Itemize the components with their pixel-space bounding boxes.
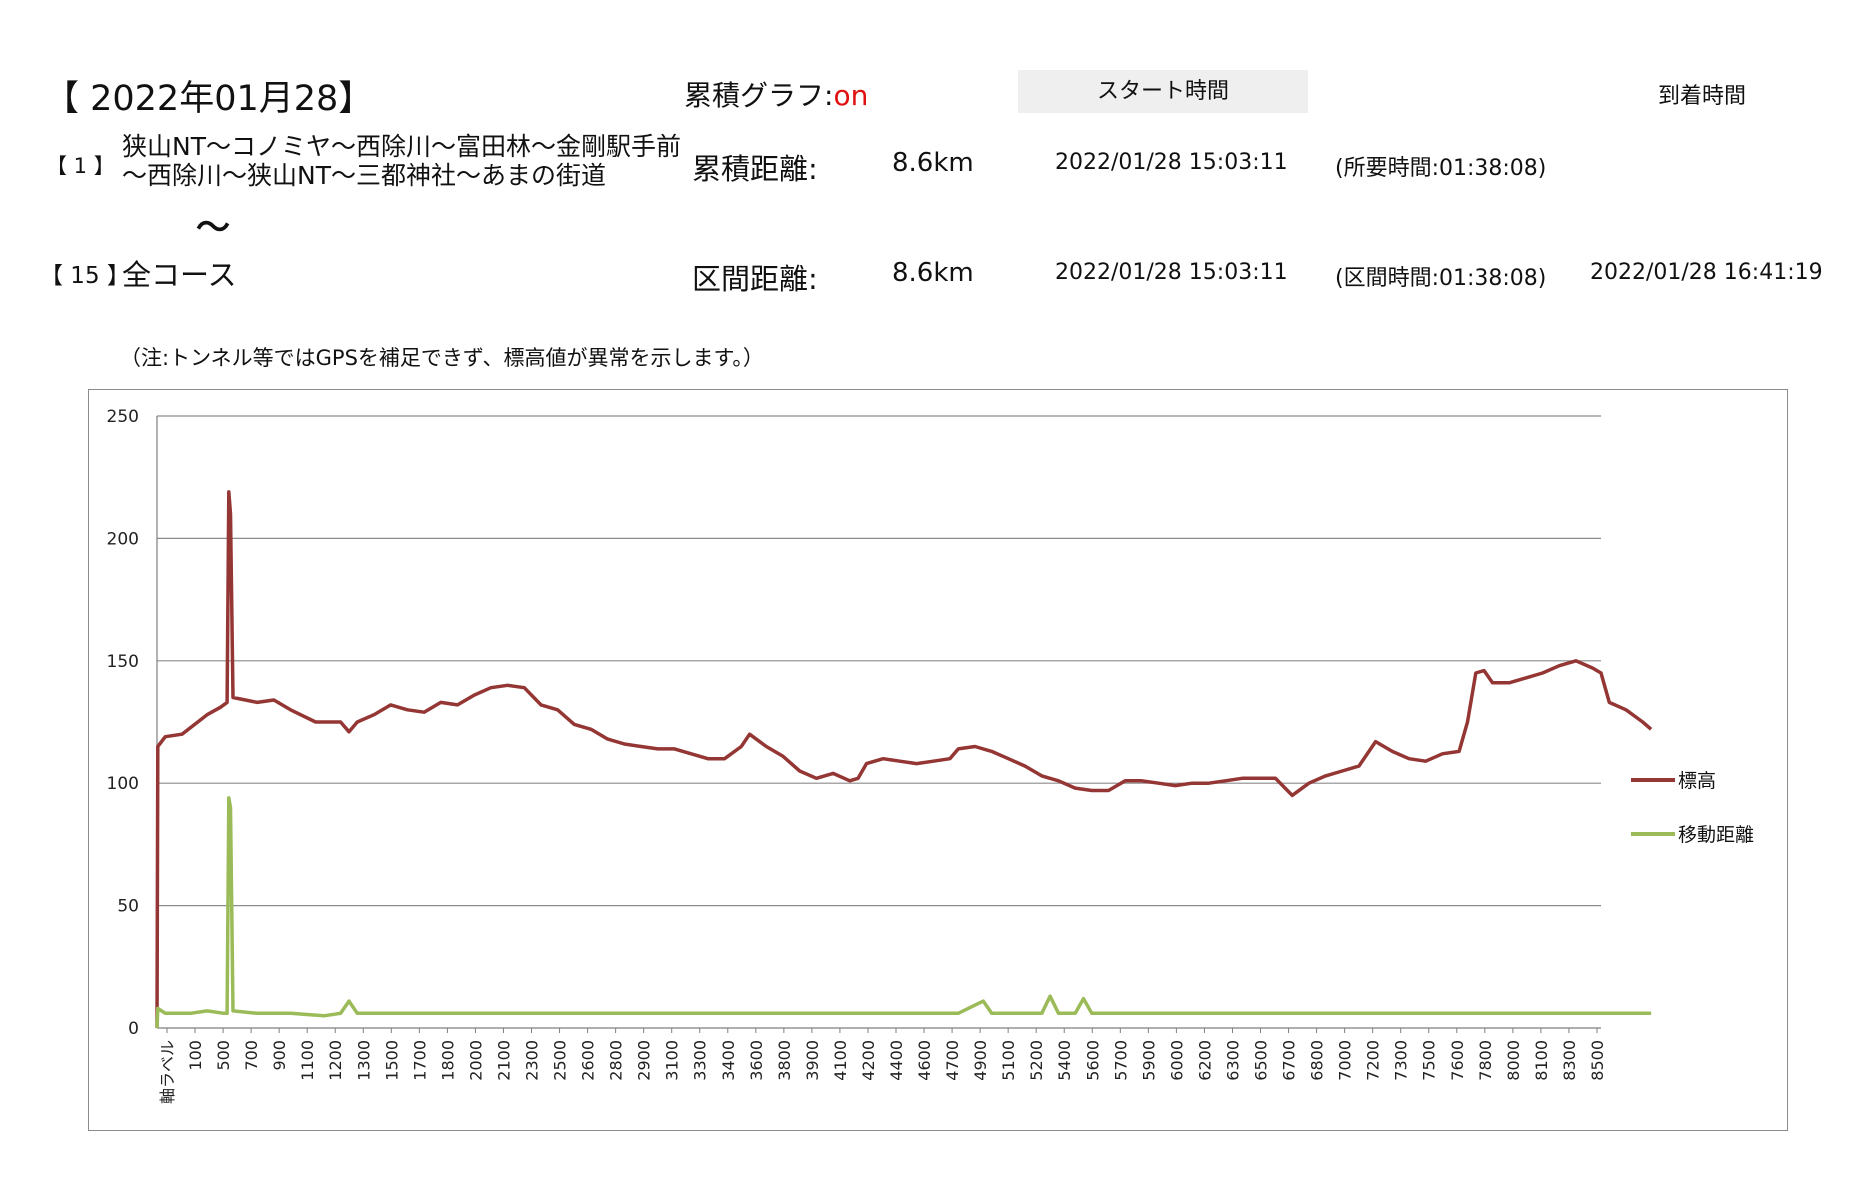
x-tick-label: 5200 [1027, 1040, 1046, 1081]
x-tick-label: 1700 [410, 1040, 429, 1081]
x-tick-label: 7500 [1420, 1040, 1439, 1081]
x-tick-label: 4200 [859, 1040, 878, 1081]
x-tick-label: 5900 [1139, 1040, 1158, 1081]
x-tick-label: 3400 [719, 1040, 738, 1081]
date-title: 【 2022年01月28】 [44, 79, 374, 119]
series-line-0 [155, 490, 1653, 1029]
y-tick-label: 50 [117, 897, 139, 917]
start-time-header: スタート時間 [1018, 70, 1308, 113]
cumulative-start-time: 2022/01/28 15:03:11 [1055, 150, 1288, 175]
x-tick-label: 7200 [1364, 1040, 1383, 1081]
x-tick-label: 5700 [1111, 1040, 1130, 1081]
x-tick-label: 8000 [1504, 1040, 1523, 1081]
gps-note: （注:トンネル等ではGPSを補足できず、標高値が異常を示します。） [120, 346, 764, 370]
x-tick-label: 6700 [1280, 1040, 1299, 1081]
cumulative-graph-label: 累積グラフ: [684, 79, 834, 112]
x-tick-label: 7300 [1392, 1040, 1411, 1081]
x-tick-label: 5100 [999, 1040, 1018, 1081]
x-tick-label: 1300 [354, 1040, 373, 1081]
x-tick-label: 7000 [1336, 1040, 1355, 1081]
x-tick-label: 1200 [326, 1040, 345, 1081]
series-line-1 [155, 796, 1652, 1029]
x-tick-label: 2000 [466, 1040, 485, 1081]
y-tick-label: 250 [107, 407, 139, 427]
x-tick-label: 3100 [663, 1040, 682, 1081]
cumulative-graph-status: on [833, 79, 869, 112]
x-tick-label: 4700 [943, 1040, 962, 1081]
x-tick-label: 5600 [1083, 1040, 1102, 1081]
route-end-index: 【 15 】 [40, 263, 130, 289]
y-tick-label: 100 [107, 774, 139, 794]
x-tick-label: 1100 [298, 1040, 317, 1081]
y-tick-label: 200 [107, 529, 139, 549]
x-tick-label: 3900 [803, 1040, 822, 1081]
x-tick-label: 2300 [523, 1040, 542, 1081]
x-tick-label: 1800 [438, 1040, 457, 1081]
x-tick-label: 6200 [1195, 1040, 1214, 1081]
x-tick-label: 4600 [915, 1040, 934, 1081]
route-description: 狭山NT～コノミヤ～西除川～富田林～金剛駅手前～西除川～狭山NT～三都神社～あま… [122, 132, 681, 190]
legend-label-1: 移動距離 [1678, 824, 1754, 846]
x-tick-label: 6000 [1167, 1040, 1186, 1081]
x-tick-label: 8300 [1560, 1040, 1579, 1081]
x-tick-label: 7800 [1476, 1040, 1495, 1081]
x-tick-label: 8500 [1588, 1040, 1607, 1081]
x-tick-label: 6300 [1223, 1040, 1242, 1081]
arrival-time-header: 到着時間 [1658, 84, 1747, 109]
x-tick-label: 3300 [691, 1040, 710, 1081]
elevation-chart: 0 50 100 150 200 250 軸ラベル 100 500 700 900 1100 1200 1… [107, 407, 1754, 1104]
x-tick-label: 6800 [1308, 1040, 1327, 1081]
elapsed-time: (所要時間:01:38:08) [1335, 156, 1547, 181]
x-tick-label: 900 [270, 1040, 289, 1071]
segment-start-time: 2022/01/28 15:03:11 [1055, 260, 1288, 285]
x-tick-label: 6500 [1252, 1040, 1271, 1081]
x-tick-label: 2900 [635, 1040, 654, 1081]
x-tick-label: 700 [242, 1040, 261, 1071]
legend-label-0: 標高 [1678, 770, 1716, 792]
x-tick-label: 500 [214, 1040, 233, 1071]
route-start-index: 【 1 】 [46, 154, 115, 178]
x-tick-label: 3600 [747, 1040, 766, 1081]
y-tick-label: 0 [128, 1019, 139, 1039]
x-tick-label: 1500 [382, 1040, 401, 1081]
x-tick-label: 4100 [831, 1040, 850, 1081]
route-range-tilde: ～ [196, 208, 230, 248]
segment-distance-value: 8.6km [892, 258, 974, 288]
x-tick-label: 4400 [887, 1040, 906, 1081]
y-tick-label: 150 [107, 652, 139, 672]
x-tick-label: 4900 [971, 1040, 990, 1081]
route-end-description: 全コース [122, 258, 237, 292]
x-tick-label: 2800 [607, 1040, 626, 1081]
cumulative-distance-value: 8.6km [892, 148, 974, 178]
x-tick-label: 3800 [775, 1040, 794, 1081]
x-tick-label: 8100 [1532, 1040, 1551, 1081]
x-tick-label: 軸ラベル [158, 1040, 177, 1104]
segment-distance-label: 区間距離: [692, 262, 818, 296]
cumulative-distance-label: 累積距離: [692, 152, 818, 186]
x-tick-label: 100 [186, 1040, 205, 1071]
arrival-time: 2022/01/28 16:41:19 [1590, 260, 1823, 285]
segment-time: (区間時間:01:38:08) [1335, 266, 1547, 291]
x-tick-label: 2500 [551, 1040, 570, 1081]
cumulative-graph-toggle[interactable]: 累積グラフ:on [684, 74, 868, 114]
x-tick-label: 7600 [1448, 1040, 1467, 1081]
x-tick-label: 2100 [494, 1040, 513, 1081]
x-tick-label: 5400 [1055, 1040, 1074, 1081]
x-tick-label: 2600 [579, 1040, 598, 1081]
